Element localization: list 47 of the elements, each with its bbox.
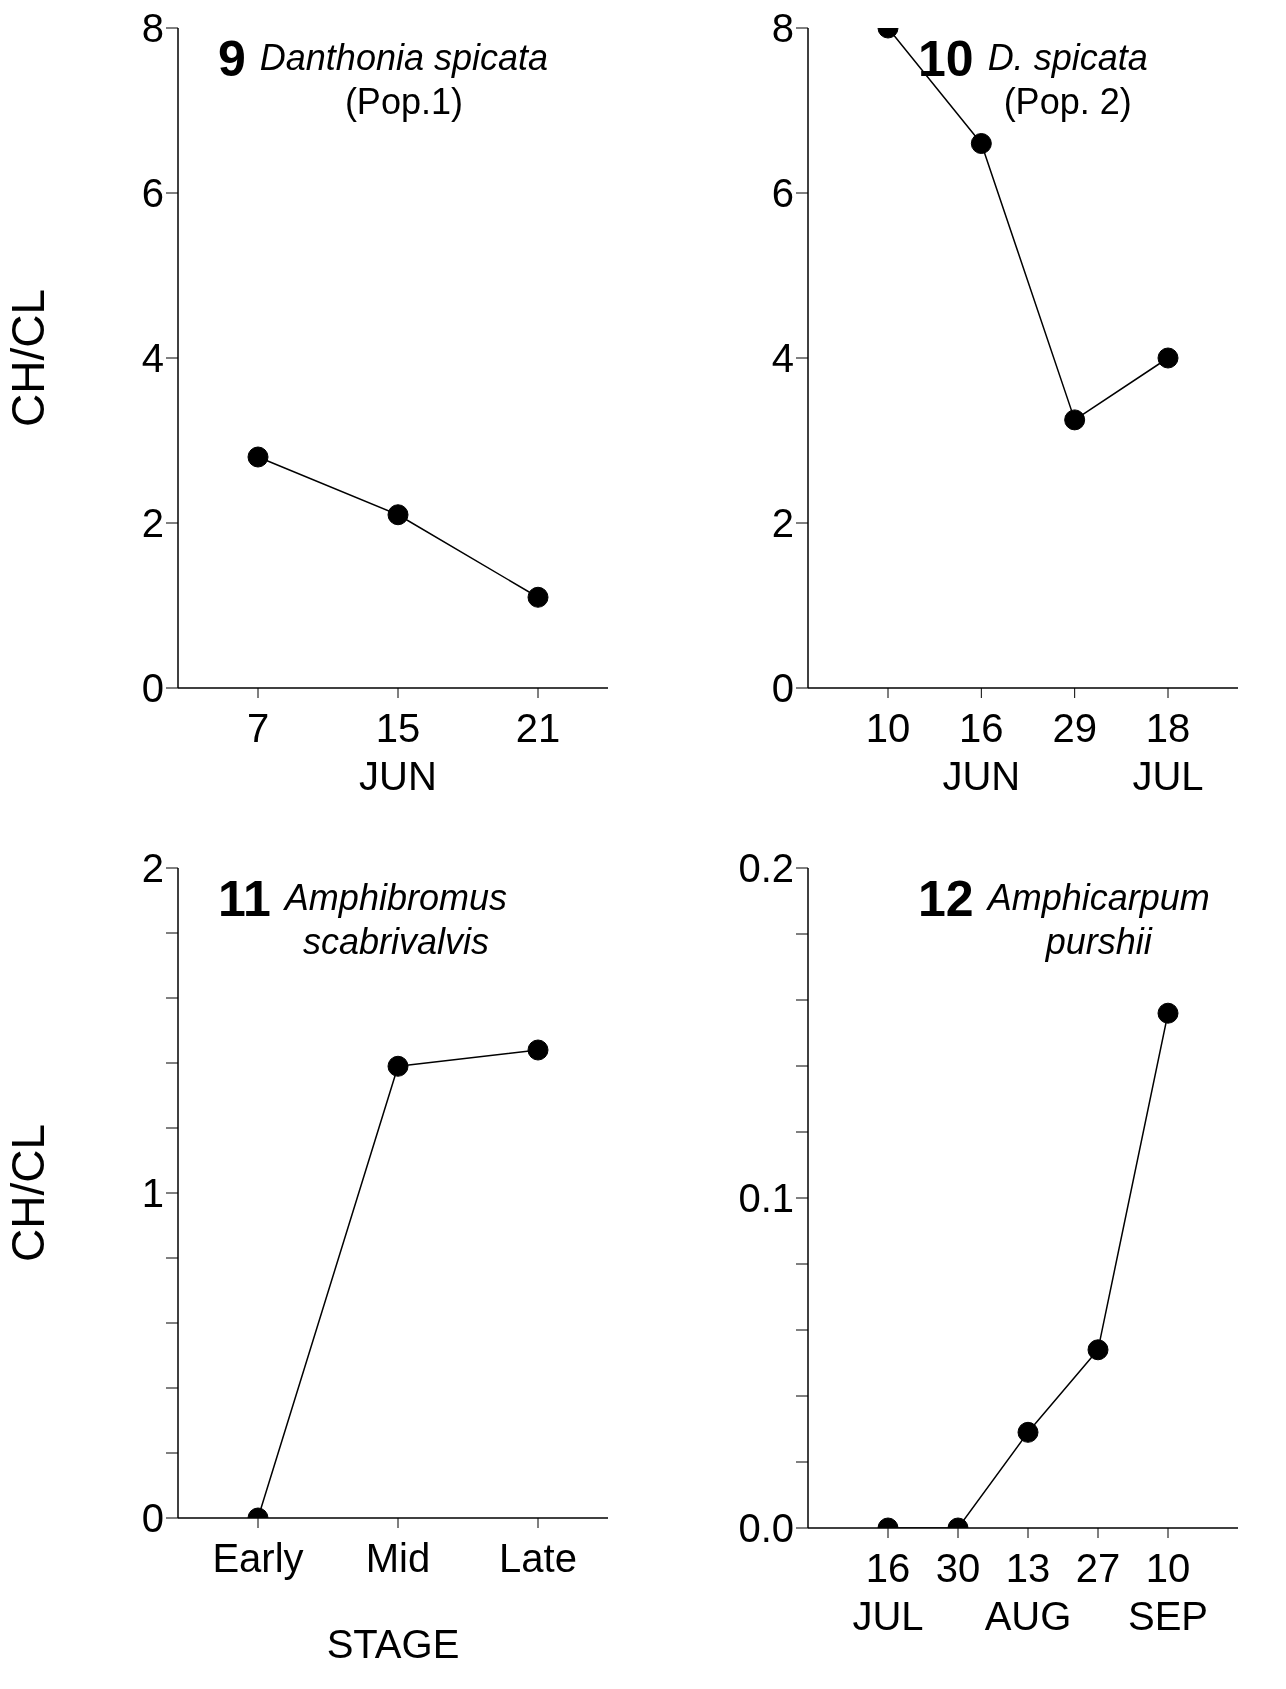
text: Amphibromus scabrivalvis: [284, 876, 507, 964]
y-tick-label: 0.1: [738, 1176, 794, 1221]
y-axis-title: CH/CL: [2, 1123, 55, 1263]
y-tick-label: 0: [141, 666, 164, 711]
x-tick-label: 7: [246, 706, 270, 750]
point: [527, 586, 549, 608]
y-tick-label: 4: [771, 336, 794, 381]
chart-subtitle: Danthonia spicata: [259, 36, 549, 80]
x-axis-title: STAGE: [326, 1622, 460, 1666]
x-tick-label: 29: [1052, 706, 1097, 750]
annotation: (Pop. 2): [1002, 80, 1133, 124]
y-tick-label: 8: [771, 6, 794, 51]
x-tick-label: 16 JUL: [852, 1546, 924, 1638]
y-tick-label: 0.2: [738, 846, 794, 891]
y-tick-label: 2: [771, 501, 794, 546]
x-tick-label: 13 AUG: [984, 1546, 1072, 1638]
text: Amphicarpum purshii: [987, 876, 1210, 964]
y-axis-title: CH/CL: [2, 288, 55, 428]
y-tick-label: 2: [141, 846, 164, 891]
y-tick-label: 6: [141, 171, 164, 216]
x-tick-label: 10 SEP: [1127, 1546, 1209, 1638]
point: [387, 504, 409, 526]
y-tick-label: 8: [141, 6, 164, 51]
annotation: (Pop.1): [343, 80, 464, 124]
x-tick-label: 10: [865, 706, 911, 750]
y-tick-label: 1: [141, 1171, 164, 1216]
x-tick-label: 21: [515, 706, 561, 750]
chart-title: 10: [918, 31, 974, 89]
x-tick-label: Early: [212, 1536, 304, 1580]
x-tick-label: 30: [935, 1546, 981, 1590]
y-tick-label: 6: [771, 171, 794, 216]
x-tick-label: 27: [1075, 1546, 1121, 1590]
y-tick-label: 0: [141, 1496, 164, 1541]
point: [247, 446, 269, 468]
y-tick-label: 0: [771, 666, 794, 711]
x-tick-label: Mid: [365, 1536, 431, 1580]
x-tick-label: Late: [499, 1536, 577, 1580]
x-tick-label: 15 JUN: [359, 706, 437, 798]
x-tick-label: 16 JUN: [942, 706, 1021, 798]
chart-title: 9: [218, 31, 246, 89]
y-tick-label: 0.0: [738, 1506, 794, 1551]
y-tick-label: 4: [141, 336, 164, 381]
chart-title: 12: [918, 871, 974, 929]
y-tick-label: 2: [141, 501, 164, 546]
chart-title: 11: [218, 871, 271, 929]
x-tick-label: 18 JUL: [1132, 706, 1204, 798]
chart-subtitle: D. spicata: [987, 36, 1148, 80]
